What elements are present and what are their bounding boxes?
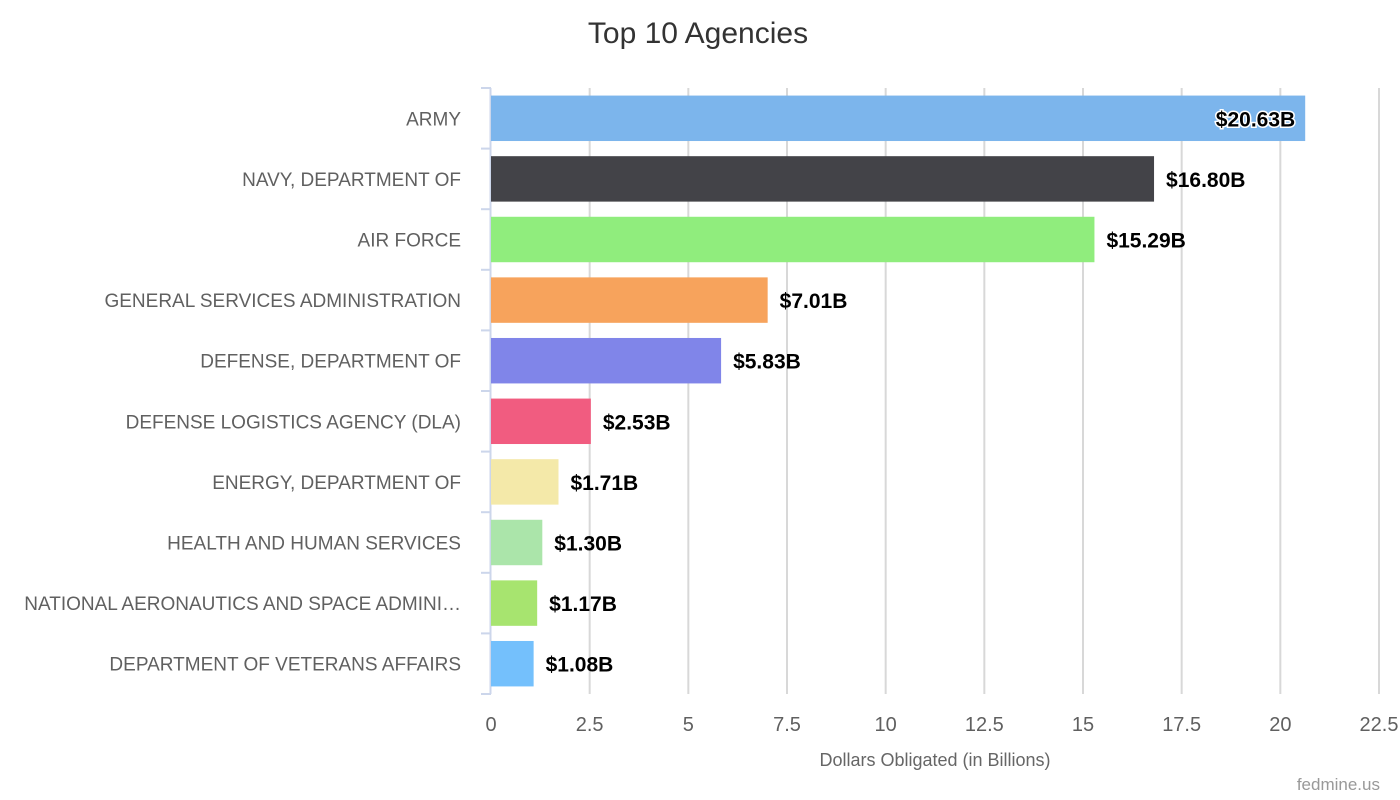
x-tick-label: 0 — [485, 714, 496, 736]
bar[interactable] — [491, 459, 559, 505]
x-tick-label: 20 — [1269, 714, 1291, 736]
bars — [491, 95, 1306, 687]
bar[interactable] — [491, 277, 768, 323]
bar[interactable] — [491, 640, 534, 687]
chart-title: Top 10 Agencies — [588, 17, 808, 50]
data-label: $15.29B — [1106, 230, 1185, 253]
x-tick-label: 22.5 — [1360, 714, 1399, 736]
category-label: ENERGY, DEPARTMENT OF — [212, 473, 461, 494]
data-label: $1.71B — [570, 472, 638, 495]
x-tick-label: 10 — [875, 714, 897, 736]
category-label: NATIONAL AERONAUTICS AND SPACE ADMINI… — [24, 594, 461, 615]
x-axis-ticks: 0 2.5 5 7.5 10 12.5 15 17.5 20 22.5 — [485, 714, 1398, 736]
data-label: $1.17B — [549, 593, 617, 616]
credits-link[interactable]: fedmine.us — [1297, 775, 1380, 794]
category-labels: ARMY NAVY, DEPARTMENT OF AIR FORCE GENERAL … — [24, 109, 461, 675]
category-label: DEFENSE LOGISTICS AGENCY (DLA) — [126, 412, 461, 433]
x-tick-label: 15 — [1072, 714, 1094, 736]
data-label: $20.63B — [1216, 108, 1295, 131]
category-label: AIR FORCE — [358, 231, 461, 252]
category-label: DEFENSE, DEPARTMENT OF — [200, 352, 461, 373]
category-label: GENERAL SERVICES ADMINISTRATION — [104, 291, 461, 312]
bar[interactable] — [491, 337, 722, 384]
data-label: $7.01B — [780, 290, 848, 313]
bar[interactable] — [491, 398, 591, 445]
x-axis-title: Dollars Obligated (in Billions) — [819, 750, 1050, 770]
category-label: ARMY — [406, 109, 461, 130]
category-label: DEPARTMENT OF VETERANS AFFAIRS — [109, 655, 461, 676]
bar[interactable] — [491, 216, 1095, 263]
data-labels: $20.63B $16.80B $15.29B $7.01B $5.83B $2.53B $… — [546, 107, 1297, 677]
category-label: NAVY, DEPARTMENT OF — [242, 170, 461, 191]
x-tick-label: 17.5 — [1162, 714, 1201, 736]
data-label: $2.53B — [603, 411, 671, 434]
x-tick-label: 2.5 — [576, 714, 604, 736]
bar[interactable] — [491, 95, 1306, 142]
x-tick-label: 12.5 — [965, 714, 1004, 736]
data-label: $16.80B — [1166, 169, 1245, 192]
data-label: $5.83B — [733, 351, 801, 374]
y-axis — [481, 87, 492, 695]
category-label: HEALTH AND HUMAN SERVICES — [167, 534, 461, 555]
bar[interactable] — [491, 580, 538, 626]
bar[interactable] — [491, 519, 543, 566]
x-tick-label: 5 — [683, 714, 694, 736]
bar[interactable] — [491, 156, 1155, 202]
data-label: $1.30B — [554, 533, 622, 556]
data-label: $1.08B — [546, 654, 614, 677]
x-tick-label: 7.5 — [773, 714, 801, 736]
